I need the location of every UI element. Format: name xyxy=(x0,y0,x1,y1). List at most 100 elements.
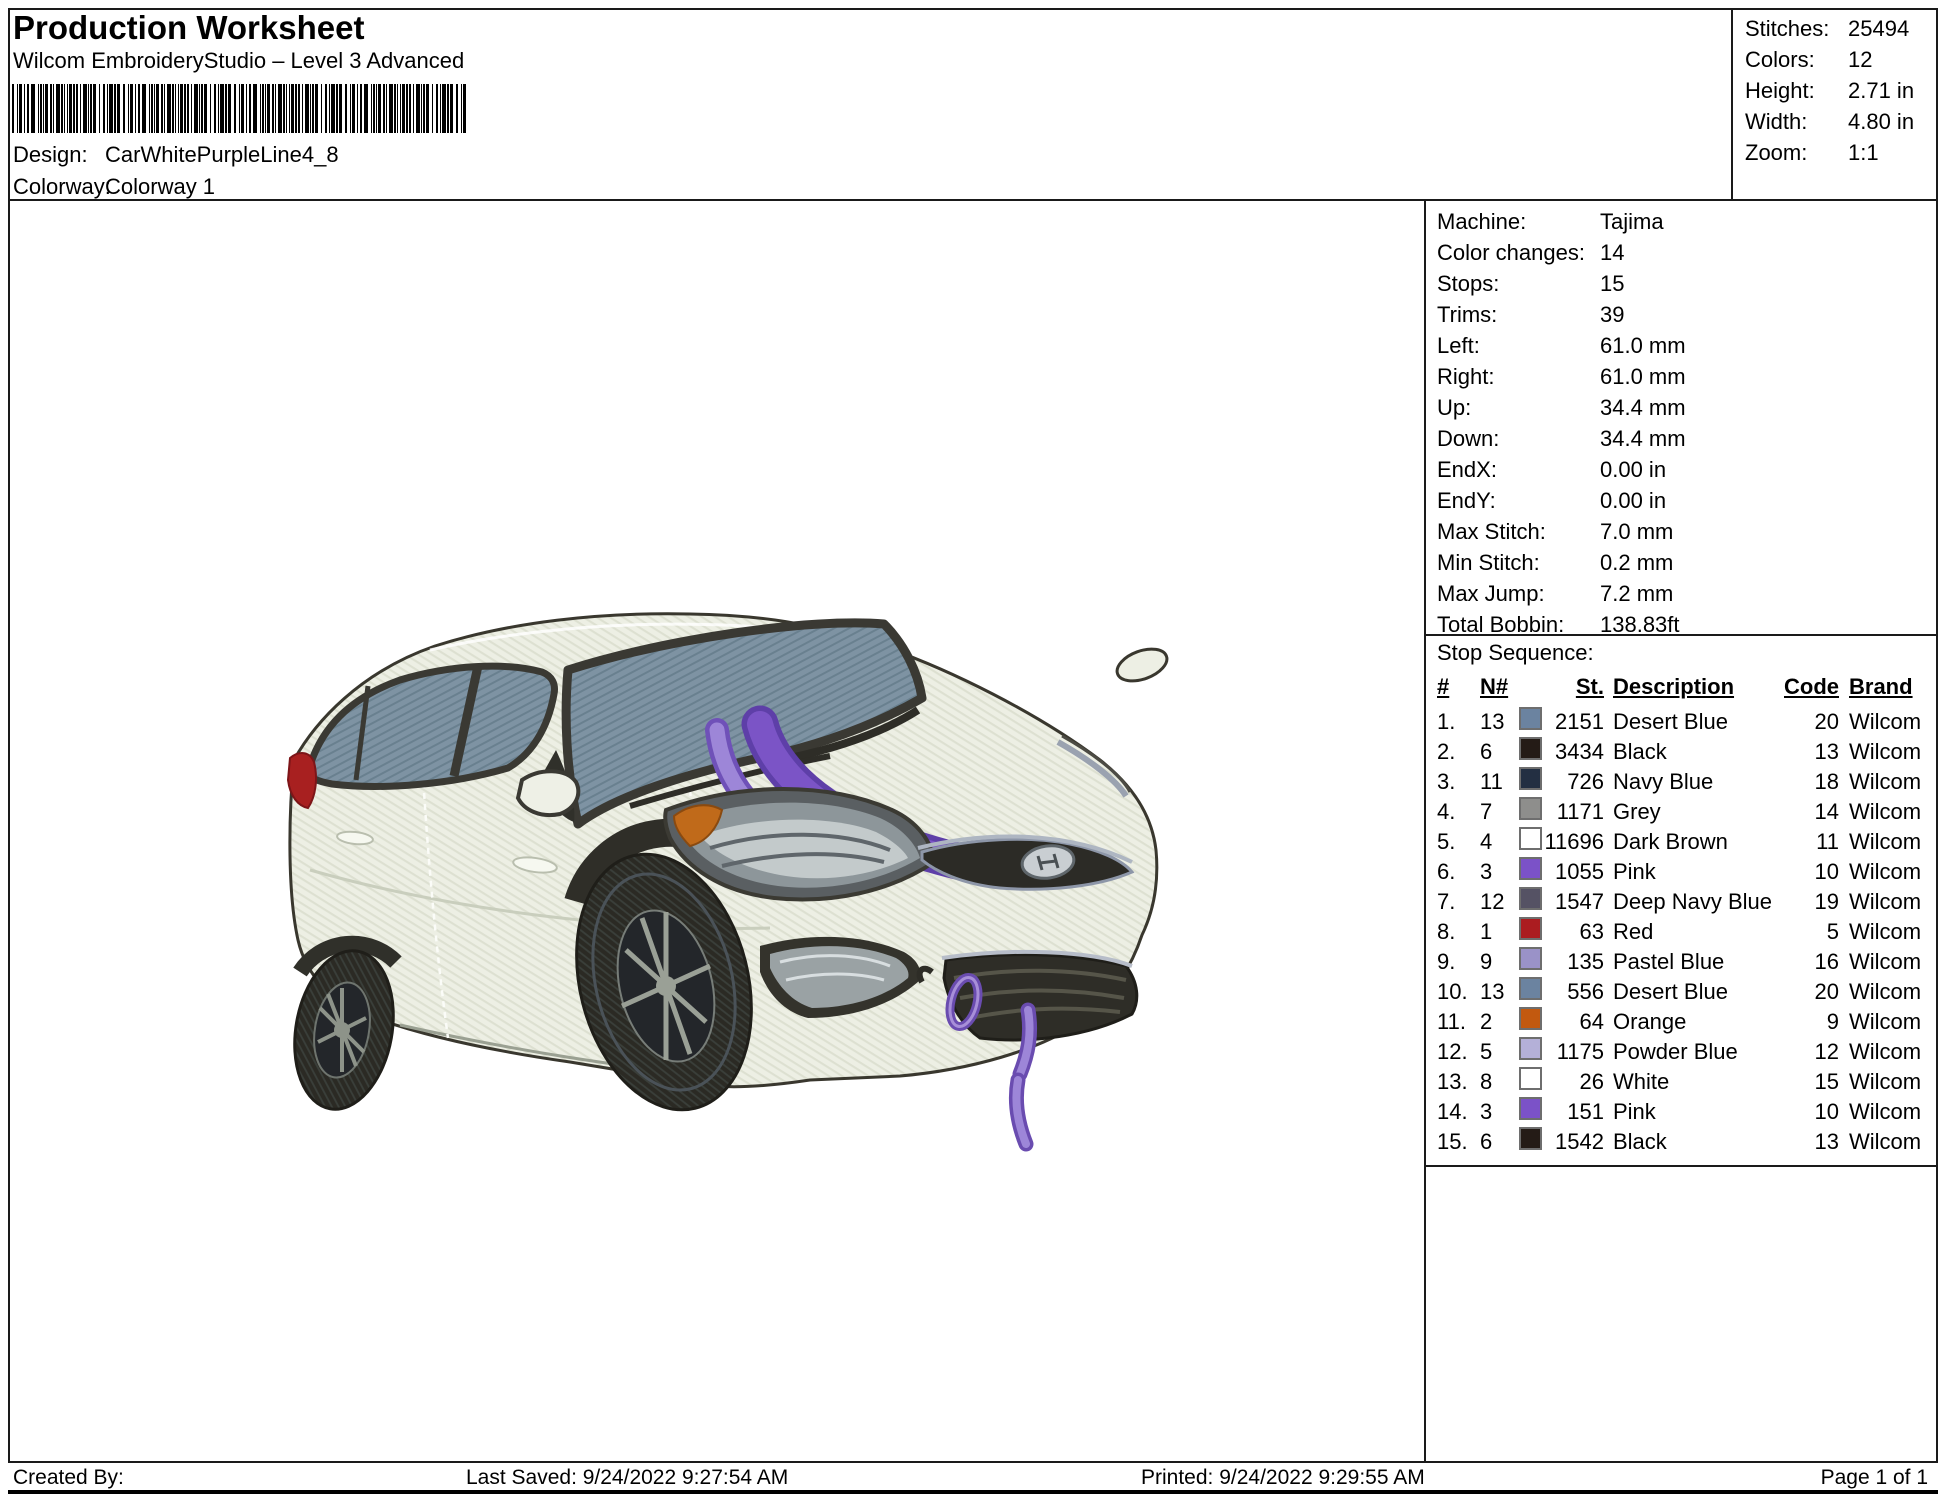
stop-stitch-count: 726 xyxy=(1567,769,1604,794)
stop-thread-brand: Wilcom xyxy=(1849,1129,1922,1154)
stop-sequence-row: 2. 6 3434 Black 13 Wilcom xyxy=(1437,737,1938,767)
summary-value: 12 xyxy=(1848,47,1873,72)
stop-thread-brand: Wilcom xyxy=(1849,979,1922,1004)
machine-info-label: EndX: xyxy=(1437,457,1497,482)
stop-num: 7. xyxy=(1437,889,1456,914)
stop-stitch-count: 135 xyxy=(1567,949,1604,974)
stop-thread-brand: Wilcom xyxy=(1849,799,1922,824)
stop-needle: 3 xyxy=(1480,1099,1493,1124)
stop-num: 13. xyxy=(1437,1069,1468,1094)
stop-thread-code: 10 xyxy=(1814,1099,1839,1124)
stop-needle: 6 xyxy=(1480,739,1493,764)
summary-row: Zoom: 1:1 xyxy=(1745,137,1935,168)
summary-label: Width: xyxy=(1745,109,1808,134)
machine-info-value: 138.83ft xyxy=(1600,612,1680,637)
machine-info-value: 7.2 mm xyxy=(1600,581,1674,606)
machine-info-value: 7.0 mm xyxy=(1600,519,1674,544)
thread-color-swatch xyxy=(1519,1127,1542,1150)
stop-sequence-title: Stop Sequence: xyxy=(1437,640,1594,665)
machine-info-value: 39 xyxy=(1600,302,1625,327)
summary-label: Stitches: xyxy=(1745,16,1830,41)
front-wheel xyxy=(564,818,767,1112)
page-number: Page 1 of 1 xyxy=(1820,1466,1928,1489)
design-label: Design: xyxy=(13,142,88,167)
stop-num: 10. xyxy=(1437,979,1468,1004)
machine-info-row: Right: 61.0 mm xyxy=(1437,361,1932,392)
page-title: Production Worksheet xyxy=(13,9,365,46)
stop-thread-brand: Wilcom xyxy=(1849,739,1922,764)
stop-stitch-count: 1542 xyxy=(1555,1129,1604,1154)
stop-thread-brand: Wilcom xyxy=(1849,829,1922,854)
stop-color-description: Desert Blue xyxy=(1613,709,1728,734)
summary-divider xyxy=(1731,10,1733,199)
barcode xyxy=(12,84,468,133)
stop-num: 8. xyxy=(1437,919,1456,944)
software-subtitle: Wilcom EmbroideryStudio – Level 3 Advanc… xyxy=(13,48,465,73)
machine-info-row: Trims: 39 xyxy=(1437,299,1932,330)
stop-color-description: Powder Blue xyxy=(1613,1039,1738,1064)
thread-color-swatch xyxy=(1519,1097,1542,1120)
stop-thread-brand: Wilcom xyxy=(1849,1069,1922,1094)
stop-needle: 13 xyxy=(1480,979,1505,1004)
hook-detail xyxy=(916,965,934,984)
stop-thread-code: 16 xyxy=(1814,949,1839,974)
design-value: CarWhitePurpleLine4_8 xyxy=(105,142,339,167)
stop-sequence-row: 3. 11 726 Navy Blue 18 Wilcom xyxy=(1437,767,1938,797)
machine-info-row: Machine: Tajima xyxy=(1437,206,1932,237)
machine-info-value: 14 xyxy=(1600,240,1625,265)
stop-stitch-count: 1055 xyxy=(1555,859,1604,884)
stop-color-description: Pink xyxy=(1613,859,1656,884)
machine-info-panel: Machine: Tajima Color changes: 14 Stops: 15 Tr… xyxy=(1437,206,1932,640)
stop-color-description: Navy Blue xyxy=(1613,769,1714,794)
summary-row: Stitches: 25494 xyxy=(1745,13,1935,44)
stop-color-description: Black xyxy=(1613,1129,1667,1154)
machine-info-row: EndY: 0.00 in xyxy=(1437,485,1932,516)
footer-bar: Created By: Last Saved: 9/24/2022 9:27:5… xyxy=(8,1461,1938,1494)
stop-needle: 1 xyxy=(1480,919,1493,944)
stop-needle: 3 xyxy=(1480,859,1493,884)
summary-value: 2.71 in xyxy=(1848,78,1915,103)
machine-info-value: 0.00 in xyxy=(1600,457,1667,482)
stop-thread-brand: Wilcom xyxy=(1849,1099,1922,1124)
wiper-blade xyxy=(789,706,921,762)
summary-value: 4.80 in xyxy=(1848,109,1915,134)
stop-needle: 2 xyxy=(1480,1009,1493,1034)
stop-needle: 9 xyxy=(1480,949,1493,974)
thread-color-swatch xyxy=(1519,977,1542,1000)
stop-needle: 4 xyxy=(1480,829,1493,854)
tow-loop xyxy=(945,973,983,1031)
stop-thread-code: 20 xyxy=(1814,979,1839,1004)
machine-info-row: Left: 61.0 mm xyxy=(1437,330,1932,361)
fog-light xyxy=(760,936,921,1018)
stop-thread-code: 13 xyxy=(1814,1129,1839,1154)
stop-num: 5. xyxy=(1437,829,1456,854)
stop-thread-code: 5 xyxy=(1826,919,1839,944)
thread-color-swatch xyxy=(1519,917,1542,940)
stop-num: 15. xyxy=(1437,1129,1468,1154)
lower-grille xyxy=(941,949,1139,1042)
stop-stitch-count: 556 xyxy=(1567,979,1604,1004)
machine-info-value: 0.2 mm xyxy=(1600,550,1674,575)
stop-sequence-row: 8. 1 63 Red 5 Wilcom xyxy=(1437,917,1938,947)
stop-thread-code: 12 xyxy=(1814,1039,1839,1064)
stop-thread-code: 15 xyxy=(1814,1069,1839,1094)
column-description: Description xyxy=(1613,674,1735,699)
thread-color-swatch xyxy=(1519,887,1542,910)
car-artwork xyxy=(286,612,1169,1152)
summary-label: Colors: xyxy=(1745,47,1815,72)
summary-value: 1:1 xyxy=(1848,140,1879,165)
thread-color-swatch xyxy=(1519,1037,1542,1060)
stop-thread-code: 10 xyxy=(1814,859,1839,884)
quarter-window-divider xyxy=(353,685,371,781)
column-brand: Brand xyxy=(1849,674,1913,699)
summary-box: Stitches: 25494 Colors: 12 Height: 2.71 in Wid… xyxy=(1745,13,1935,168)
stop-num: 11. xyxy=(1437,1009,1466,1034)
stop-stitch-count: 2151 xyxy=(1555,709,1604,734)
stop-needle: 12 xyxy=(1480,889,1505,914)
machine-info-value: 34.4 mm xyxy=(1600,395,1686,420)
stop-thread-brand: Wilcom xyxy=(1849,769,1922,794)
stop-color-description: White xyxy=(1613,1069,1670,1094)
thread-color-swatch xyxy=(1519,797,1542,820)
stop-sequence-row: 7. 12 1547 Deep Navy Blue 19 Wilcom xyxy=(1437,887,1938,917)
